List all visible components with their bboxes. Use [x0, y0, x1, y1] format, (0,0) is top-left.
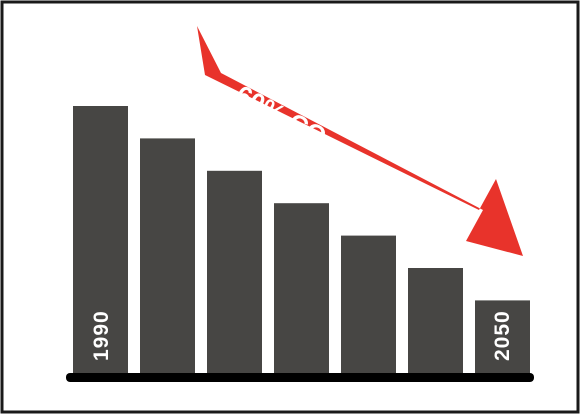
bar-2 — [140, 138, 195, 376]
bar-1 — [73, 106, 128, 376]
bar-6 — [408, 268, 463, 376]
bar-4 — [274, 203, 329, 376]
year-labels-group: 1990 2050 — [90, 310, 514, 361]
bar-3 — [207, 170, 262, 376]
reduction-arrow — [197, 26, 523, 256]
start-year-label: 1990 — [90, 310, 113, 361]
bar-7 — [475, 300, 530, 376]
bars-group — [73, 106, 530, 376]
x-axis-baseline — [66, 373, 534, 382]
bar-5 — [341, 235, 396, 376]
end-year-label: 2050 — [491, 310, 514, 361]
